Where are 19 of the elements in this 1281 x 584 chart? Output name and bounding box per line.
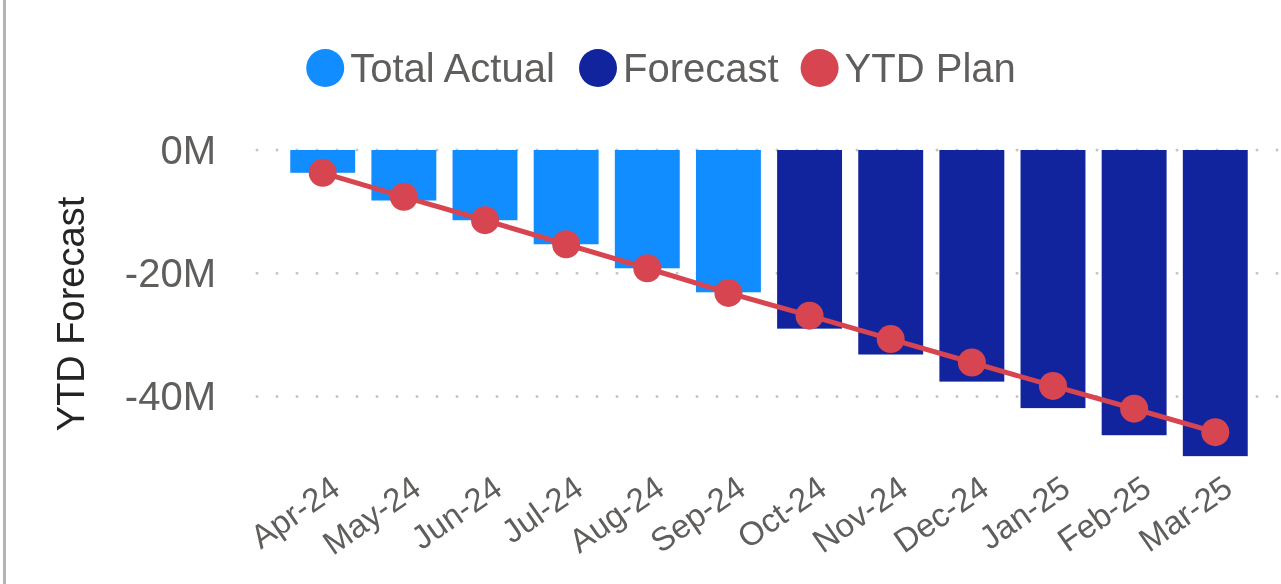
y-tick-label: -20M [124,251,216,296]
point [957,348,986,377]
point [552,230,581,259]
point [714,278,743,307]
legend-label: Total Actual [350,46,555,90]
legend-label: Forecast [623,46,779,90]
point [795,301,824,330]
legend-label: YTD Plan [844,46,1016,90]
y-tick-label: 0M [160,128,216,172]
point [1120,394,1149,423]
y-tick-label: -40M [124,374,216,419]
y-axis-title: YTD Forecast [50,196,92,432]
point [876,325,905,354]
point [389,182,418,211]
point [1038,371,1067,400]
point [1201,418,1230,447]
point [471,206,500,235]
point [633,254,662,283]
point [308,158,337,187]
